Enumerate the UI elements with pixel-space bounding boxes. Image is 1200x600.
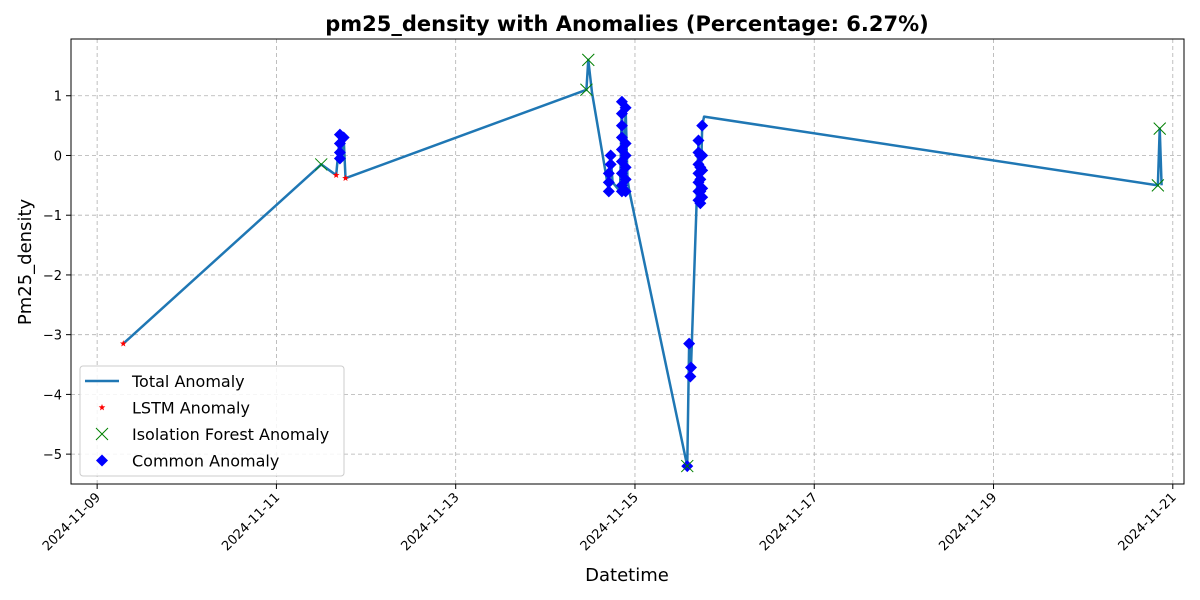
point-common-anomaly: [619, 173, 632, 186]
point-common-anomaly: [696, 149, 709, 162]
y-tick-label: 1: [54, 90, 62, 105]
legend-label: Common Anomaly: [132, 452, 279, 471]
point-common-anomaly: [696, 119, 709, 132]
point-lstm-anomaly: [342, 174, 349, 182]
y-tick-label: −1: [43, 209, 62, 224]
point-common-anomaly: [337, 131, 350, 144]
chart-title: pm25_density with Anomalies (Percentage:…: [325, 12, 929, 36]
point-common-anomaly: [604, 158, 617, 171]
point-common-anomaly: [684, 361, 697, 374]
legend-swatch-lstm-anomaly: [98, 404, 106, 411]
point-isolation-forest-anomaly: [314, 158, 328, 171]
point-common-anomaly: [696, 182, 709, 195]
point-isolation-forest-anomaly: [581, 53, 595, 67]
point-lstm-anomaly: [332, 171, 340, 179]
point-common-anomaly: [619, 149, 632, 162]
legend-swatch-common-anomaly: [96, 454, 108, 467]
x-tick-label: 2024-11-11: [219, 490, 283, 554]
point-common-anomaly: [683, 337, 696, 350]
point-common-anomaly: [696, 191, 709, 204]
point-isolation-forest-anomaly: [1153, 122, 1167, 135]
series-layer: [119, 53, 1167, 473]
x-tick-label: 2024-11-15: [578, 490, 642, 554]
axes-layer: 2024-11-09 2024-11-11 2024-11-13 2024-11-15…: [40, 38, 1185, 554]
point-common-anomaly: [692, 134, 705, 147]
point-common-anomaly: [333, 152, 346, 165]
y-axis-title: Pm25_density: [15, 199, 36, 326]
x-axis-title: Datetime: [585, 565, 669, 586]
plot-frame: [70, 38, 1185, 485]
y-tick-label: −2: [43, 269, 62, 284]
legend-label: Total Anomaly: [131, 372, 245, 391]
point-common-anomaly: [604, 149, 617, 162]
x-tick-label: 2024-11-17: [757, 490, 821, 554]
point-common-anomaly: [602, 185, 615, 198]
point-common-anomaly: [696, 164, 709, 177]
x-tick-label: 2024-11-09: [40, 490, 104, 554]
legend-swatch-isolation-forest-anomaly: [95, 427, 109, 441]
point-common-anomaly: [619, 137, 632, 150]
point-lstm-anomaly: [119, 340, 127, 347]
point-common-anomaly: [694, 173, 707, 186]
point-common-anomaly: [619, 185, 632, 198]
legend-label: LSTM Anomaly: [132, 399, 250, 418]
y-tick-label: −4: [43, 388, 62, 403]
point-common-anomaly: [684, 370, 697, 383]
point-common-anomaly: [615, 119, 628, 132]
x-tick-label: 2024-11-13: [398, 490, 462, 554]
y-tick-label: 0: [54, 149, 62, 164]
y-tick-label: −3: [43, 329, 62, 344]
point-common-anomaly: [619, 101, 632, 114]
point-isolation-forest-anomaly: [1151, 178, 1165, 192]
x-tick-label: 2024-11-21: [1116, 490, 1180, 554]
point-common-anomaly: [602, 167, 615, 180]
legend-box: [79, 365, 345, 477]
legend: Total Anomaly LSTM Anomaly Isolation Fores…: [79, 365, 345, 477]
point-isolation-forest-anomaly: [580, 83, 593, 97]
point-common-anomaly: [602, 176, 615, 189]
point-common-anomaly: [619, 161, 632, 174]
point-isolation-forest-anomaly: [680, 459, 694, 473]
y-tick-label: −5: [43, 448, 62, 463]
x-tick-label: 2024-11-19: [936, 490, 1000, 554]
legend-label: Isolation Forest Anomaly: [132, 425, 329, 444]
